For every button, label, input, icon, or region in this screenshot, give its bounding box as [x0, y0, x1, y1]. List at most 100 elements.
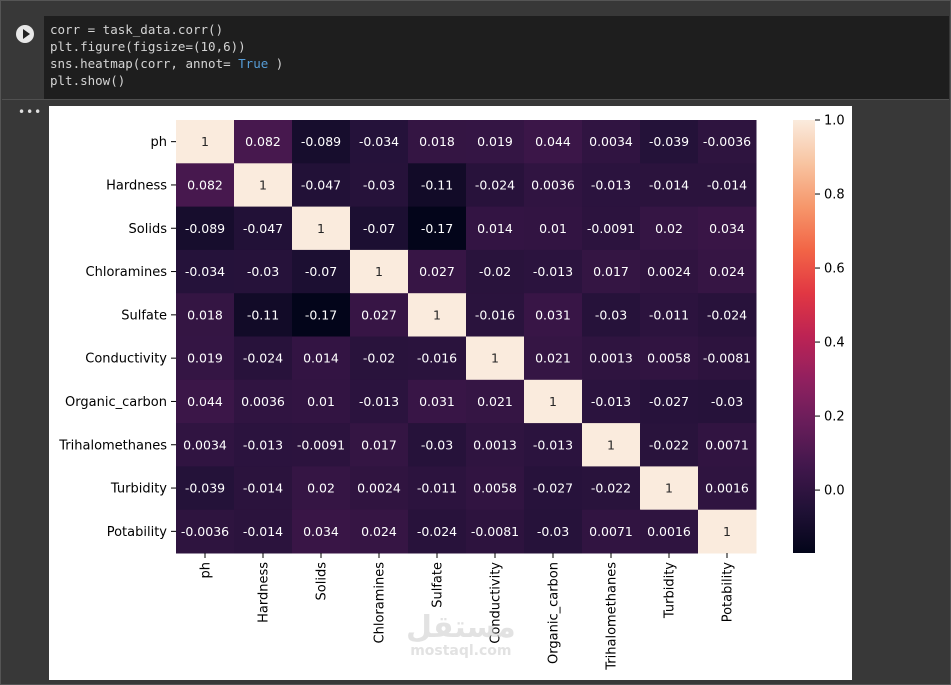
heatmap-cell [582, 509, 641, 554]
heatmap-cell [408, 509, 467, 554]
heatmap-annotation: -0.03 [247, 264, 279, 279]
heatmap-annotation: 1 [433, 307, 441, 322]
code-line-3-start: sns.heatmap(corr, annot= [50, 56, 239, 71]
heatmap-cell [176, 466, 235, 511]
heatmap-cell [234, 249, 293, 294]
heatmap-cell [582, 293, 641, 337]
code-editor[interactable]: corr = task_data.corr() plt.figure(figsi… [44, 16, 949, 99]
heatmap-cell [640, 249, 699, 294]
watermark-logo: مستقل mostaql.com [406, 613, 516, 660]
heatmap-annotation: -0.0081 [471, 524, 519, 539]
heatmap-cell [176, 206, 235, 251]
heatmap-cell [408, 466, 467, 511]
heatmap-annotation: -0.11 [421, 177, 453, 192]
heatmap-cell [466, 336, 525, 381]
heatmap-annotation: 0.034 [709, 221, 745, 236]
heatmap-cell [524, 293, 583, 337]
heatmap-cell [582, 163, 641, 208]
heatmap-annotation: 0.024 [361, 524, 397, 539]
heatmap-cell [698, 206, 757, 251]
y-tick-label: ph [151, 135, 168, 150]
heatmap-cell [292, 293, 351, 337]
colorbar [793, 120, 815, 553]
heatmap-cell [408, 423, 467, 467]
heatmap-annotation: 0.0071 [589, 524, 633, 539]
heatmap-cell [524, 206, 583, 251]
y-tick-label: Trihalomethanes [58, 438, 167, 453]
heatmap-cell [234, 466, 293, 511]
heatmap-annotation: 0.02 [307, 481, 335, 496]
heatmap-annotation: -0.024 [707, 307, 747, 322]
code-cell: corr = task_data.corr() plt.figure(figsi… [2, 7, 949, 99]
heatmap-annotation: -0.039 [185, 481, 225, 496]
heatmap-cell [176, 120, 235, 164]
run-cell-button[interactable] [16, 25, 34, 43]
heatmap-cell [350, 379, 409, 424]
y-tick-label: Sulfate [121, 308, 167, 323]
heatmap-cell [350, 293, 409, 337]
heatmap-annotation: -0.02 [479, 264, 511, 279]
x-tick-label: Organic_carbon [547, 562, 562, 664]
heatmap-annotation: 0.0036 [241, 394, 285, 409]
heatmap-annotation: -0.011 [417, 481, 457, 496]
heatmap-annotation: 1 [259, 177, 267, 192]
heatmap-annotation: -0.011 [649, 307, 689, 322]
cell-divider [2, 99, 949, 100]
heatmap-cell [350, 206, 409, 251]
heatmap-annotation: -0.027 [533, 481, 573, 496]
colorbar-tick-label: 0.6 [824, 262, 845, 277]
heatmap-cell [466, 120, 525, 164]
heatmap-annotation: -0.014 [707, 177, 747, 192]
heatmap-cell [176, 163, 235, 208]
heatmap-cell [408, 206, 467, 251]
heatmap-annotation: -0.089 [301, 134, 341, 149]
heatmap-cell [640, 206, 699, 251]
heatmap-cell [292, 163, 351, 208]
heatmap-annotation: -0.0091 [297, 437, 345, 452]
heatmap-annotation: -0.039 [649, 134, 689, 149]
heatmap-annotation: 0.027 [419, 264, 455, 279]
heatmap-cell [698, 423, 757, 467]
y-tick-label: Turbidity [110, 482, 167, 497]
heatmap-cell [466, 293, 525, 337]
heatmap-annotation: 0.031 [419, 394, 455, 409]
heatmap-cell [466, 466, 525, 511]
heatmap-cell [524, 163, 583, 208]
heatmap-annotation: 0.014 [303, 351, 339, 366]
x-tick-label: Solids [315, 562, 330, 601]
heatmap-annotation: -0.013 [591, 394, 631, 409]
y-tick-label: Potability [107, 525, 168, 540]
heatmap-cell [292, 379, 351, 424]
heatmap-cell [640, 293, 699, 337]
colorbar-tick-label: 0.8 [824, 188, 845, 203]
heatmap-cell [176, 379, 235, 424]
heatmap-cell [234, 423, 293, 467]
x-tick-label: Potability [721, 562, 736, 623]
heatmap-cell [350, 249, 409, 294]
heatmap-cell [698, 120, 757, 164]
heatmap-annotation: 0.044 [187, 394, 223, 409]
heatmap-cell [524, 423, 583, 467]
heatmap-cell [640, 336, 699, 381]
heatmap-annotation: -0.0036 [181, 524, 229, 539]
heatmap-cell [292, 466, 351, 511]
heatmap-cell [408, 293, 467, 337]
colorbar-tick-label: 0.0 [824, 484, 845, 499]
y-tick-label: Solids [129, 222, 168, 237]
heatmap-annotation: 0.0034 [589, 134, 633, 149]
y-tick-label: Conductivity [85, 352, 167, 367]
heatmap-cell [582, 336, 641, 381]
heatmap-annotation: -0.0036 [703, 134, 751, 149]
heatmap-cell [350, 120, 409, 164]
heatmap-annotation: -0.013 [533, 264, 573, 279]
heatmap-cell [234, 336, 293, 381]
heatmap-cell [350, 336, 409, 381]
heatmap-cell [234, 163, 293, 208]
heatmap-annotation: 1 [549, 394, 557, 409]
output-menu-icon[interactable]: ••• [18, 105, 43, 119]
heatmap-cell [466, 249, 525, 294]
heatmap-cell [408, 379, 467, 424]
heatmap-annotation: 0.034 [303, 524, 339, 539]
heatmap-annotation: -0.03 [595, 307, 627, 322]
